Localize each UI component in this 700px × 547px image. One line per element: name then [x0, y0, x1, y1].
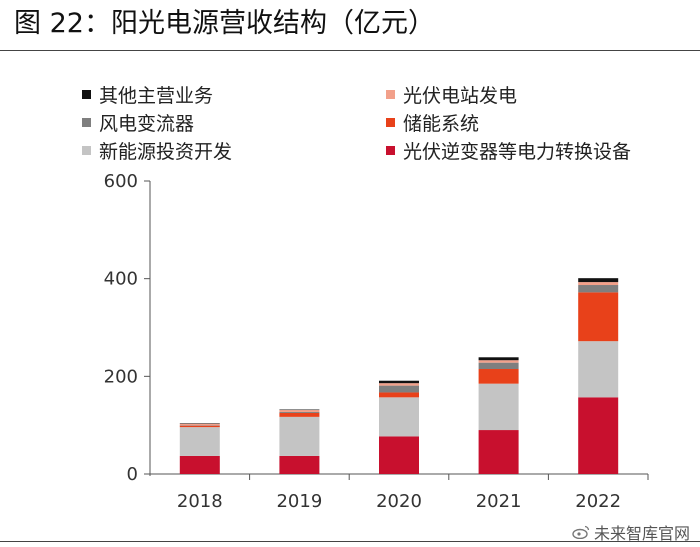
y-tick-label: 0 [127, 464, 138, 485]
weibo-icon [572, 525, 590, 539]
bar-segment [379, 385, 419, 393]
bar-segment [279, 411, 320, 413]
legend-swatch [386, 145, 395, 155]
bar-segment [179, 425, 220, 428]
bar-segment [578, 397, 619, 474]
bar-segment [179, 455, 220, 474]
bar-segment [478, 383, 519, 431]
legend-label: 光伏电站发电 [403, 84, 518, 107]
bar-segment [279, 416, 320, 456]
bar-segment [379, 392, 419, 398]
y-tick-label: 200 [104, 366, 138, 387]
figure-title: 图 22：阳光电源营收结构（亿元） [14, 8, 435, 39]
bar-segment [578, 282, 619, 286]
bar-segment [478, 369, 519, 384]
bottom-divider [0, 541, 700, 542]
y-tick-label: 400 [104, 269, 138, 290]
bar-segment [478, 362, 519, 370]
bar-segment [578, 341, 619, 398]
legend-swatch [386, 89, 395, 99]
x-tick-label: 2022 [575, 491, 621, 512]
legend-item: 其他主营业务 [82, 80, 213, 108]
legend-label: 新能源投资开发 [99, 140, 233, 163]
bar-segment [478, 430, 519, 474]
x-tick-label: 2021 [476, 491, 522, 512]
legend-swatch [82, 117, 91, 127]
bar-segment [578, 285, 619, 293]
legend-item: 风电变流器 [82, 108, 194, 136]
bar-segment [379, 436, 419, 474]
legend-item: 光伏逆变器等电力转换设备 [386, 136, 631, 164]
bar-segment [578, 278, 619, 283]
x-tick-label: 2019 [276, 491, 322, 512]
chart-legend: 其他主营业务 光伏电站发电风电变流器 储能系统新能源投资开发 光伏逆变器等电力转换设备 [82, 80, 682, 166]
bar-segment [279, 455, 320, 474]
bar-segment [179, 423, 220, 426]
legend-label: 风电变流器 [99, 112, 195, 135]
legend-item: 光伏电站发电 [386, 80, 517, 108]
bar-segment [379, 397, 419, 437]
bar-segment [578, 292, 619, 342]
watermark-text: 未来智库官网 [593, 524, 690, 543]
bar-segment [478, 357, 519, 361]
legend-label: 其他主营业务 [99, 84, 214, 107]
legend-swatch [82, 89, 91, 99]
y-tick-label: 600 [104, 171, 138, 192]
bar-segment [279, 412, 320, 417]
legend-swatch [82, 145, 91, 155]
bar-segment [379, 383, 419, 386]
legend-label: 光伏逆变器等电力转换设备 [403, 140, 632, 163]
bar-segment [478, 360, 519, 363]
bar-segment [379, 380, 419, 384]
watermark: 未来智库官网 [572, 520, 690, 544]
legend-item: 储能系统 [386, 108, 479, 136]
bar-segment [279, 410, 320, 412]
legend-item: 新能源投资开发 [82, 136, 232, 164]
x-tick-label: 2018 [177, 491, 223, 512]
x-tick-label: 2020 [376, 491, 422, 512]
legend-swatch [386, 117, 395, 127]
title-divider [0, 50, 700, 51]
legend-label: 储能系统 [403, 112, 480, 135]
bar-segment [179, 427, 220, 456]
